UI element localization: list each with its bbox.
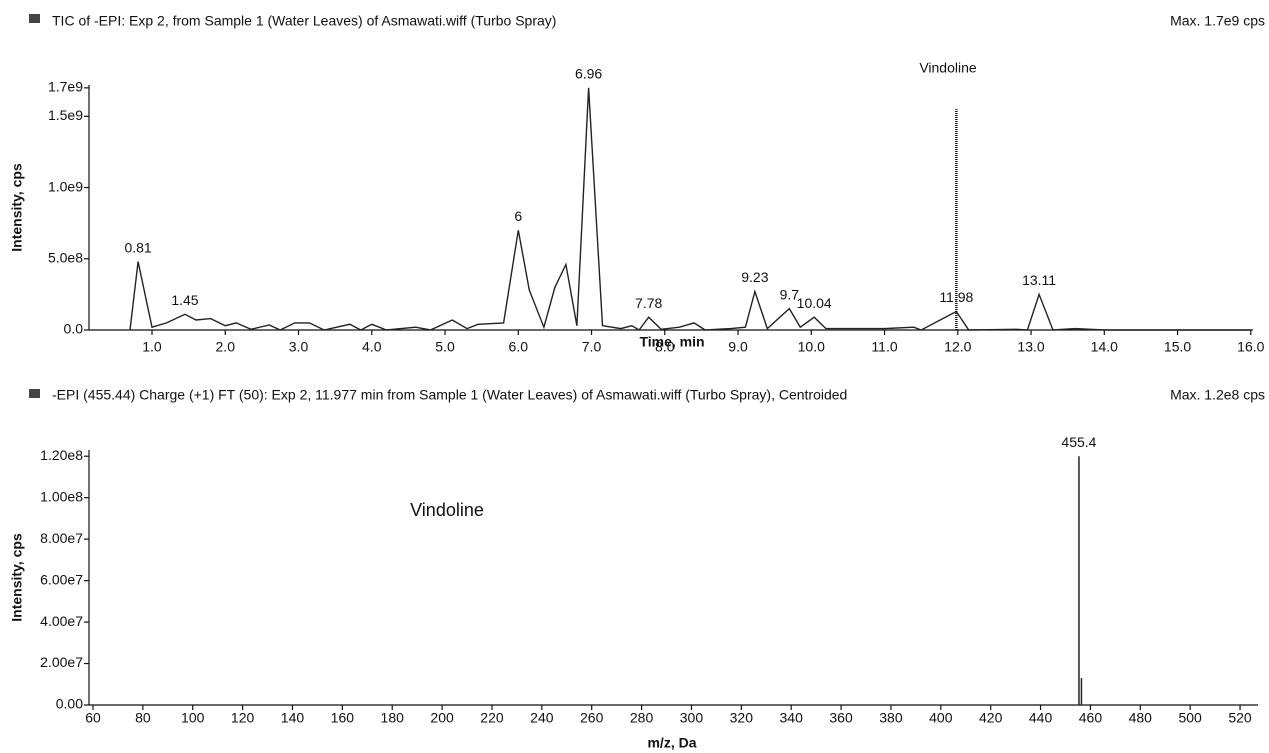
x-tick-label: 11.0 bbox=[871, 339, 897, 355]
peak-label: 455.4 bbox=[1061, 434, 1096, 450]
x-tick-label: 8.0 bbox=[655, 339, 675, 355]
y-tick-label: 0.0 bbox=[64, 321, 84, 337]
x-axis-label: m/z, Da bbox=[647, 735, 696, 751]
y-tick-label: 2.00e7 bbox=[40, 654, 83, 670]
x-tick-label: 6.0 bbox=[509, 339, 529, 355]
x-tick-label: 460 bbox=[1079, 710, 1103, 726]
x-axis-label: Time, min bbox=[639, 334, 704, 350]
x-tick-label: 9.0 bbox=[728, 339, 748, 355]
peak-label: 1.45 bbox=[171, 292, 198, 308]
x-tick-label: 4.0 bbox=[362, 339, 382, 355]
x-tick-label: 480 bbox=[1129, 710, 1153, 726]
peak-label: 6.96 bbox=[575, 66, 602, 82]
annotation: Vindoline bbox=[410, 500, 484, 520]
x-tick-label: 140 bbox=[281, 710, 305, 726]
y-tick-label: 6.00e7 bbox=[40, 571, 83, 587]
max-label: Max. 1.2e8 cps bbox=[1170, 387, 1265, 403]
peak-label: 10.04 bbox=[797, 295, 832, 311]
x-tick-label: 300 bbox=[680, 710, 704, 726]
x-tick-label: 1.0 bbox=[142, 339, 162, 355]
max-label: Max. 1.7e9 cps bbox=[1170, 13, 1265, 29]
x-tick-label: 340 bbox=[780, 710, 804, 726]
x-tick-label: 120 bbox=[231, 710, 255, 726]
x-tick-label: 200 bbox=[430, 710, 454, 726]
x-tick-label: 520 bbox=[1228, 710, 1252, 726]
y-tick-label: 1.5e9 bbox=[48, 107, 83, 123]
x-tick-label: 360 bbox=[829, 710, 853, 726]
x-tick-label: 220 bbox=[480, 710, 504, 726]
legend-icon bbox=[29, 389, 40, 398]
x-tick-label: 180 bbox=[381, 710, 405, 726]
x-tick-label: 260 bbox=[580, 710, 604, 726]
x-tick-label: 380 bbox=[879, 710, 903, 726]
x-tick-label: 280 bbox=[630, 710, 654, 726]
x-tick-label: 7.0 bbox=[582, 339, 602, 355]
peak-label: 9.23 bbox=[741, 269, 768, 285]
x-tick-label: 10.0 bbox=[798, 339, 825, 355]
y-tick-label: 1.00e8 bbox=[40, 488, 83, 504]
peak-label: 13.11 bbox=[1022, 272, 1056, 288]
x-tick-label: 15.0 bbox=[1164, 339, 1191, 355]
y-axis-label: Intensity, cps bbox=[9, 533, 25, 622]
x-tick-label: 13.0 bbox=[1017, 339, 1044, 355]
x-tick-label: 440 bbox=[1029, 710, 1053, 726]
x-tick-label: 2.0 bbox=[216, 339, 236, 355]
x-tick-label: 14.0 bbox=[1091, 339, 1118, 355]
x-tick-label: 3.0 bbox=[289, 339, 309, 355]
x-tick-label: 400 bbox=[929, 710, 953, 726]
y-tick-label: 1.20e8 bbox=[40, 447, 83, 463]
peak-label: 7.78 bbox=[635, 295, 662, 311]
x-tick-label: 5.0 bbox=[435, 339, 455, 355]
x-tick-label: 160 bbox=[331, 710, 355, 726]
peak-label: 0.81 bbox=[124, 239, 151, 255]
chart-title: TIC of -EPI: Exp 2, from Sample 1 (Water… bbox=[52, 13, 556, 29]
peak-label: 9.7 bbox=[780, 286, 800, 302]
x-tick-label: 500 bbox=[1178, 710, 1202, 726]
x-tick-label: 420 bbox=[979, 710, 1003, 726]
x-tick-label: 240 bbox=[530, 710, 554, 726]
y-axis-label: Intensity, cps bbox=[9, 163, 25, 252]
y-tick-label: 1.7e9 bbox=[48, 79, 83, 95]
y-tick-label: 1.0e9 bbox=[48, 178, 83, 194]
annotation: Vindoline bbox=[919, 60, 977, 76]
y-tick-label: 0.00 bbox=[56, 696, 83, 712]
x-tick-label: 60 bbox=[85, 710, 101, 726]
peak-label: 6 bbox=[514, 208, 522, 224]
x-tick-label: 12.0 bbox=[944, 339, 971, 355]
legend-icon bbox=[29, 14, 40, 23]
tic-line bbox=[129, 87, 1251, 331]
y-tick-label: 5.0e8 bbox=[48, 249, 83, 265]
y-tick-label: 4.00e7 bbox=[40, 613, 83, 629]
x-tick-label: 80 bbox=[135, 710, 151, 726]
x-tick-label: 100 bbox=[181, 710, 205, 726]
y-tick-label: 8.00e7 bbox=[40, 530, 83, 546]
x-tick-label: 320 bbox=[730, 710, 754, 726]
chart-title: -EPI (455.44) Charge (+1) FT (50): Exp 2… bbox=[52, 387, 847, 403]
x-tick-label: 16.0 bbox=[1237, 339, 1264, 355]
